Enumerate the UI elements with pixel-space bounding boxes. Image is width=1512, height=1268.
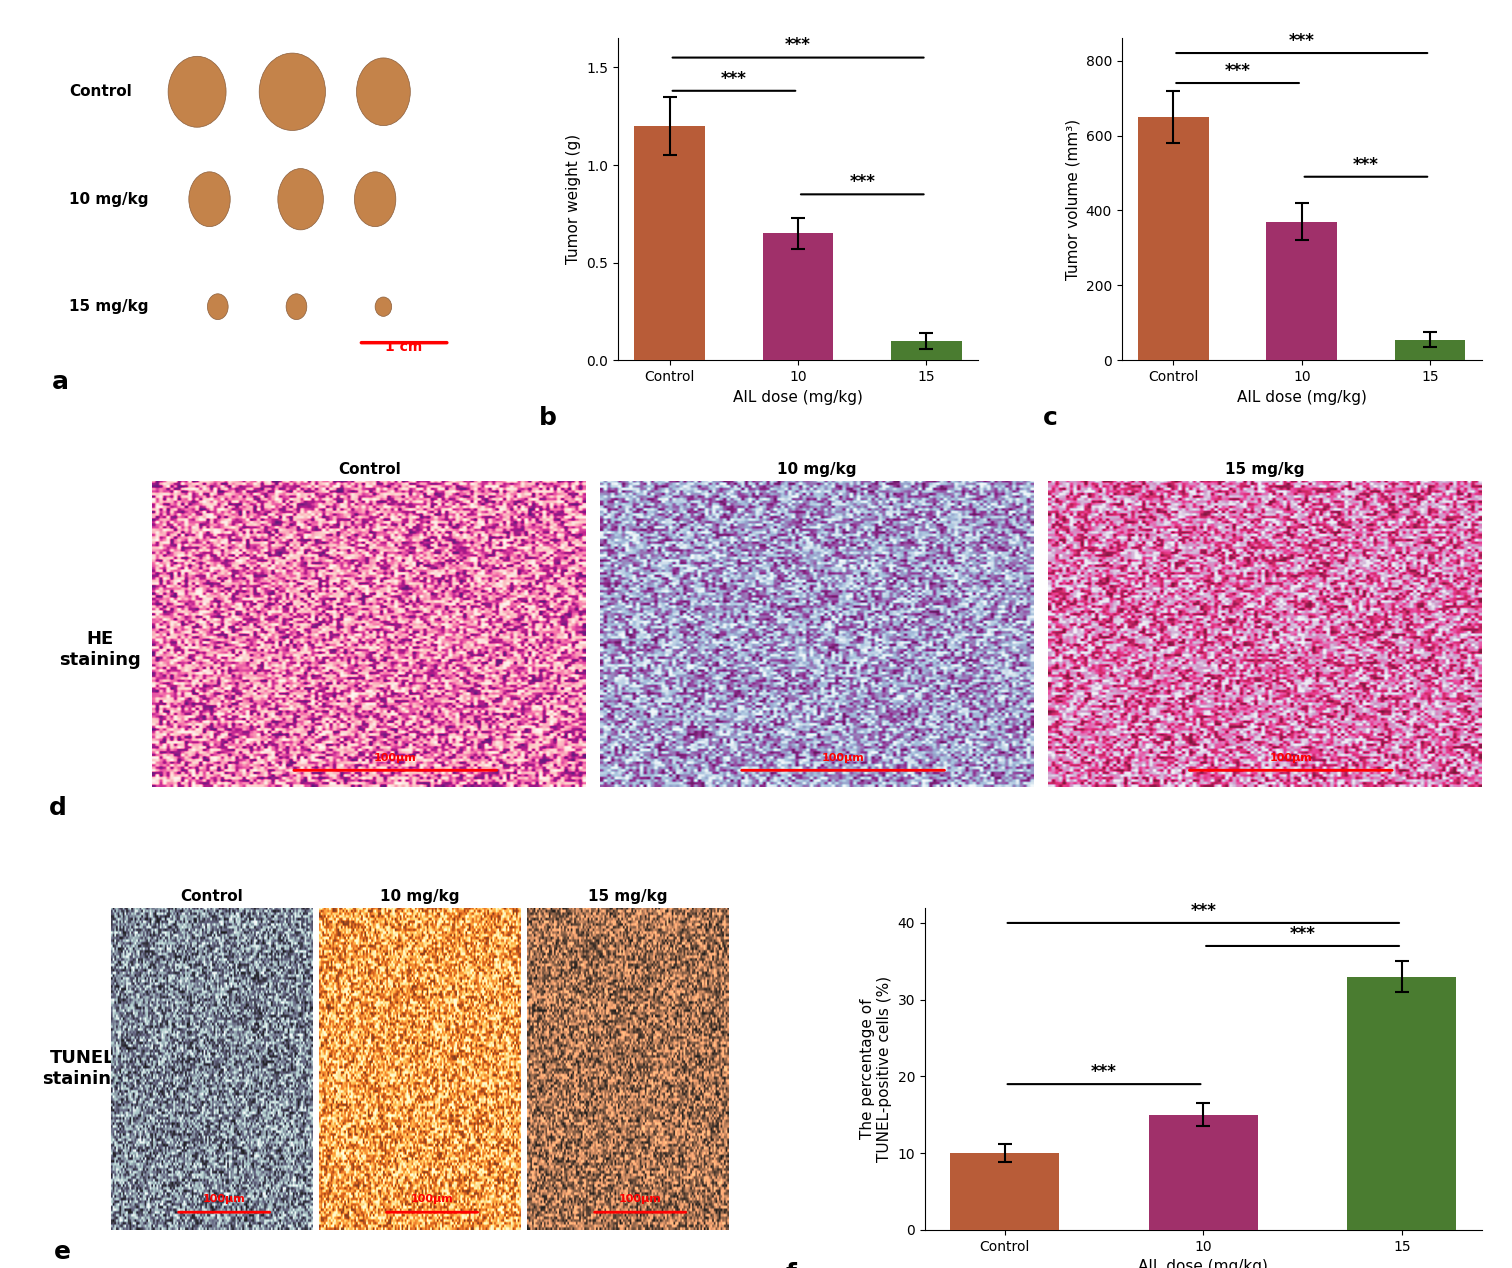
Bar [1347, 976, 1456, 1230]
Text: b: b [538, 406, 556, 430]
Text: 100μm: 100μm [1270, 753, 1312, 762]
Text: ***: *** [1288, 32, 1315, 49]
Text: ***: *** [785, 37, 810, 55]
Text: 100μm: 100μm [821, 753, 865, 762]
Ellipse shape [286, 294, 307, 320]
Text: ***: *** [1290, 924, 1315, 942]
Text: 15 mg/kg: 15 mg/kg [68, 299, 148, 314]
X-axis label: AIL dose (mg/kg): AIL dose (mg/kg) [1237, 389, 1367, 404]
Text: ***: *** [1190, 902, 1216, 919]
Bar [1267, 222, 1337, 360]
Text: f: f [786, 1262, 797, 1268]
X-axis label: AIL dose (mg/kg): AIL dose (mg/kg) [733, 389, 863, 404]
Y-axis label: Tumor volume (mm³): Tumor volume (mm³) [1064, 119, 1080, 280]
Ellipse shape [354, 172, 396, 227]
Title: Control: Control [180, 889, 243, 904]
Bar [635, 126, 705, 360]
Text: 100μm: 100μm [203, 1194, 245, 1205]
Y-axis label: Tumor weight (g): Tumor weight (g) [565, 134, 581, 264]
Ellipse shape [207, 294, 228, 320]
Text: ***: *** [850, 174, 875, 191]
Text: ***: *** [1092, 1063, 1117, 1080]
Ellipse shape [375, 297, 392, 316]
Bar [950, 1153, 1060, 1230]
Text: ***: *** [721, 70, 747, 87]
Text: 10 mg/kg: 10 mg/kg [68, 191, 148, 207]
Ellipse shape [278, 169, 324, 230]
Text: TUNEL
staining: TUNEL staining [42, 1050, 124, 1088]
Bar [1394, 340, 1465, 360]
Title: 10 mg/kg: 10 mg/kg [381, 889, 460, 904]
Text: 1 cm: 1 cm [386, 340, 423, 354]
Text: 100μm: 100μm [411, 1194, 454, 1205]
Bar [764, 233, 833, 360]
Title: 15 mg/kg: 15 mg/kg [1225, 462, 1305, 477]
Text: c: c [1043, 406, 1057, 430]
Ellipse shape [259, 53, 325, 131]
Text: Control: Control [68, 84, 132, 99]
X-axis label: AIL dose (mg/kg): AIL dose (mg/kg) [1139, 1259, 1269, 1268]
Text: d: d [48, 796, 67, 820]
Bar [1139, 117, 1208, 360]
Text: e: e [54, 1240, 71, 1264]
Ellipse shape [168, 56, 227, 127]
Text: ***: *** [1225, 62, 1250, 80]
Title: 15 mg/kg: 15 mg/kg [588, 889, 668, 904]
Ellipse shape [357, 58, 410, 126]
Bar [1149, 1115, 1258, 1230]
Text: ***: *** [1353, 156, 1379, 174]
Text: 100μm: 100μm [618, 1194, 662, 1205]
Text: 100μm: 100μm [373, 753, 417, 762]
Bar [891, 341, 962, 360]
Text: a: a [53, 370, 70, 394]
Title: 10 mg/kg: 10 mg/kg [777, 462, 857, 477]
Title: Control: Control [339, 462, 401, 477]
Text: HE
staining: HE staining [59, 630, 141, 668]
Ellipse shape [189, 172, 230, 227]
Y-axis label: The percentage of
TUNEL-positive cells (%): The percentage of TUNEL-positive cells (… [859, 975, 892, 1161]
